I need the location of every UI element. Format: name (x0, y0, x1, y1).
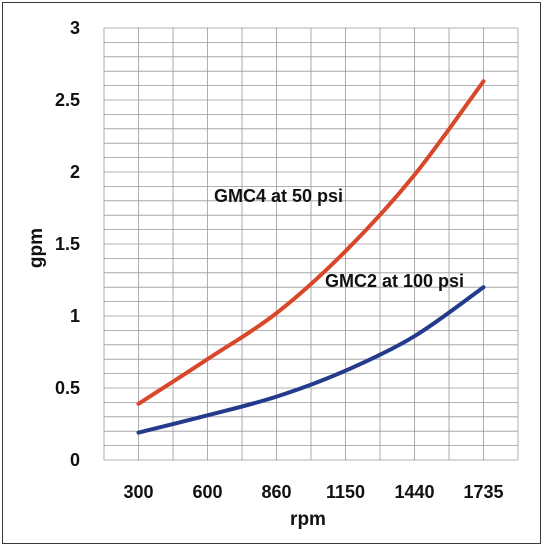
series-line (136, 285, 486, 435)
y-tick-label: 0.5 (55, 378, 80, 398)
y-tick-label: 1 (70, 306, 80, 326)
series-label: GMC4 at 50 psi (214, 186, 343, 206)
y-tick-label: 3 (70, 18, 80, 38)
x-tick-label: 1150 (326, 482, 365, 502)
y-tick-label: 2 (70, 162, 80, 182)
x-tick-label: 600 (192, 482, 222, 502)
y-axis-label: gpm (26, 228, 47, 268)
series-label: GMC2 at 100 psi (325, 271, 464, 291)
y-tick-label: 0 (70, 450, 80, 470)
y-tick-label: 2.5 (55, 90, 80, 110)
x-tick-label: 1440 (394, 482, 434, 502)
x-axis-label: rpm (290, 509, 326, 530)
y-tick-label: 1.5 (55, 234, 80, 254)
x-tick-label: 860 (261, 482, 291, 502)
x-tick-label: 300 (123, 482, 153, 502)
series-line (136, 79, 486, 406)
x-tick-label: 1735 (463, 482, 503, 502)
